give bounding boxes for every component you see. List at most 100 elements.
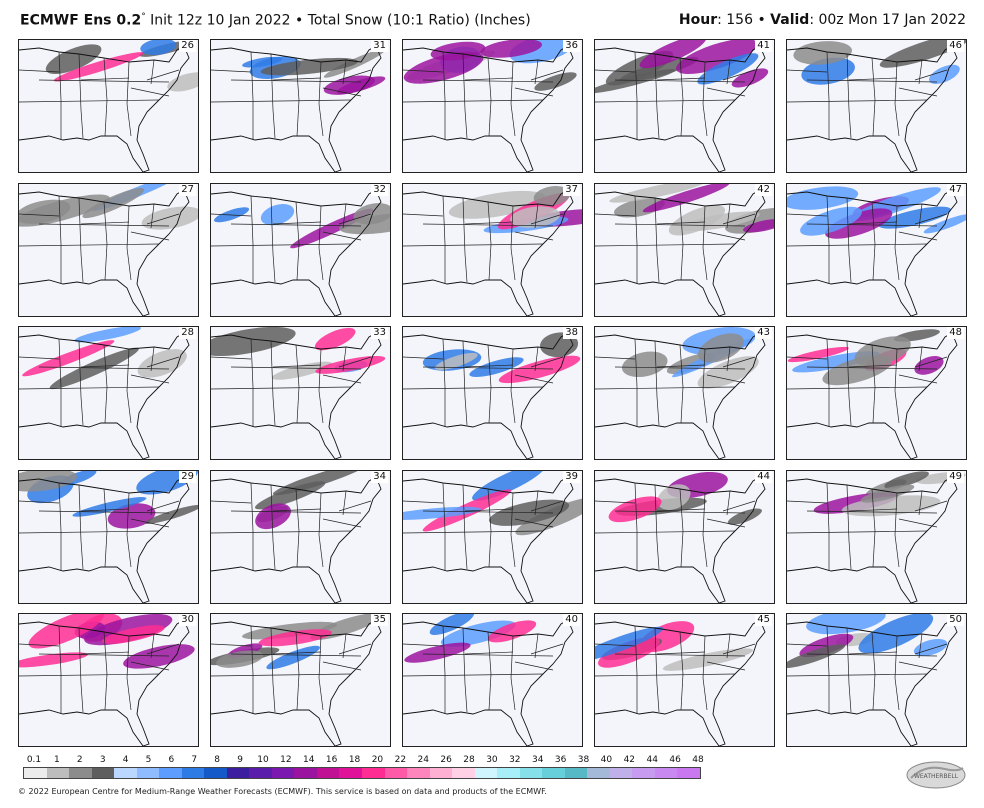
- state-border: [514, 374, 554, 384]
- state-border: [488, 673, 492, 711]
- map-svg: [403, 185, 582, 316]
- ensemble-member-map: 27: [18, 182, 199, 317]
- member-number: 45: [755, 614, 772, 626]
- state-border: [894, 247, 900, 280]
- state-border: [80, 396, 84, 426]
- state-border: [510, 247, 516, 280]
- state-border: [211, 213, 252, 216]
- state-border: [787, 69, 828, 73]
- ensemble-member-map: 44: [594, 469, 775, 604]
- state-border: [250, 51, 254, 101]
- state-border: [211, 530, 352, 533]
- snowfall-swath: [123, 644, 195, 669]
- state-border: [211, 243, 352, 246]
- state-border: [19, 386, 160, 390]
- map-svg: [595, 327, 766, 459]
- colorbar-tick-label: 6: [168, 755, 175, 765]
- state-border: [656, 364, 706, 368]
- snowfall-swath: [598, 636, 660, 668]
- colorbar-swatch: [159, 768, 182, 778]
- snowfall-swath: [858, 614, 934, 654]
- state-border: [462, 484, 466, 541]
- snowfall-swath: [255, 502, 291, 529]
- state-border: [126, 205, 130, 248]
- state-border: [787, 673, 928, 677]
- state-border: [898, 661, 938, 671]
- map-svg: [403, 332, 581, 459]
- ensemble-member-map: 41: [594, 39, 775, 173]
- colorbar-swatch: [114, 768, 137, 778]
- state-border: [787, 530, 928, 533]
- header: ECMWF Ens 0.2° Init 12z 10 Jan 2022 • To…: [0, 0, 984, 40]
- state-border: [80, 508, 130, 511]
- state-border: [342, 490, 347, 515]
- state-border: [442, 338, 446, 388]
- snowfall-swath: [928, 64, 960, 84]
- state-border: [150, 203, 155, 228]
- snowfall-swath: [923, 213, 966, 233]
- ensemble-member-map: 28: [18, 326, 199, 460]
- state-border: [534, 490, 539, 515]
- colorbar-swatch: [632, 768, 655, 778]
- hour-label: Hour: [678, 12, 718, 28]
- snowfall-swath: [614, 197, 665, 217]
- state-border: [270, 340, 274, 398]
- snowfall-swath: [211, 327, 296, 357]
- state-border: [80, 221, 130, 224]
- ensemble-member-map: 48: [786, 326, 967, 460]
- state-border: [595, 356, 636, 360]
- member-number: 37: [563, 183, 580, 196]
- state-border: [914, 643, 948, 655]
- colorbar-swatch: [609, 768, 633, 778]
- state-border: [19, 213, 60, 216]
- state-border: [510, 492, 514, 535]
- member-number: 28: [179, 327, 196, 339]
- state-border: [510, 534, 516, 567]
- member-number: 47: [947, 183, 964, 196]
- state-border: [462, 53, 466, 111]
- ensemble-member-map: 26: [18, 39, 199, 173]
- state-border: [104, 386, 108, 424]
- state-border: [338, 643, 372, 655]
- coastline: [595, 332, 766, 459]
- snowfall-swath: [49, 347, 139, 390]
- map-svg: [787, 329, 958, 459]
- state-border: [442, 51, 446, 101]
- state-border: [634, 51, 638, 101]
- colorbar-tick-label: 18: [348, 755, 361, 765]
- state-border: [104, 99, 108, 137]
- colorbar-swatch: [316, 768, 340, 778]
- snowfall-swath: [608, 495, 662, 522]
- member-number: 43: [755, 327, 772, 339]
- snowfall-swath: [793, 41, 853, 65]
- snowfall-swath: [353, 202, 390, 224]
- state-border: [702, 205, 706, 248]
- map-svg: [211, 188, 390, 316]
- state-border: [846, 340, 850, 398]
- state-border: [848, 683, 852, 713]
- state-border: [19, 530, 160, 533]
- state-border: [58, 625, 62, 675]
- state-border: [510, 103, 516, 137]
- state-border: [130, 518, 170, 527]
- map-svg: [403, 40, 577, 172]
- forecast-valid-info: Hour: 156 • Valid: 00z Mon 17 Jan 2022: [679, 12, 966, 28]
- state-border: [296, 673, 300, 711]
- member-number: 29: [179, 470, 196, 483]
- state-border: [342, 59, 347, 85]
- colorbar-tick-label: 9: [237, 755, 243, 765]
- colorbar-tick-label: 0.1: [26, 755, 42, 765]
- ensemble-member-grid: 26 31 36 41 46 27 32 37 42 47 28 33 38 43 48 29 34 39 44 49…: [17, 39, 967, 751]
- ensemble-member-map: 30: [18, 613, 199, 747]
- colorbar-tick-label: 28: [463, 755, 475, 765]
- snowfall-colorbar: [23, 767, 701, 779]
- state-border: [272, 77, 322, 81]
- state-border: [806, 79, 938, 83]
- state-border: [534, 59, 539, 85]
- map-svg: [19, 40, 198, 172]
- state-border: [914, 356, 948, 368]
- snowfall-swath: [914, 355, 944, 375]
- state-border: [250, 482, 254, 531]
- state-border: [464, 540, 468, 569]
- state-border: [726, 633, 731, 659]
